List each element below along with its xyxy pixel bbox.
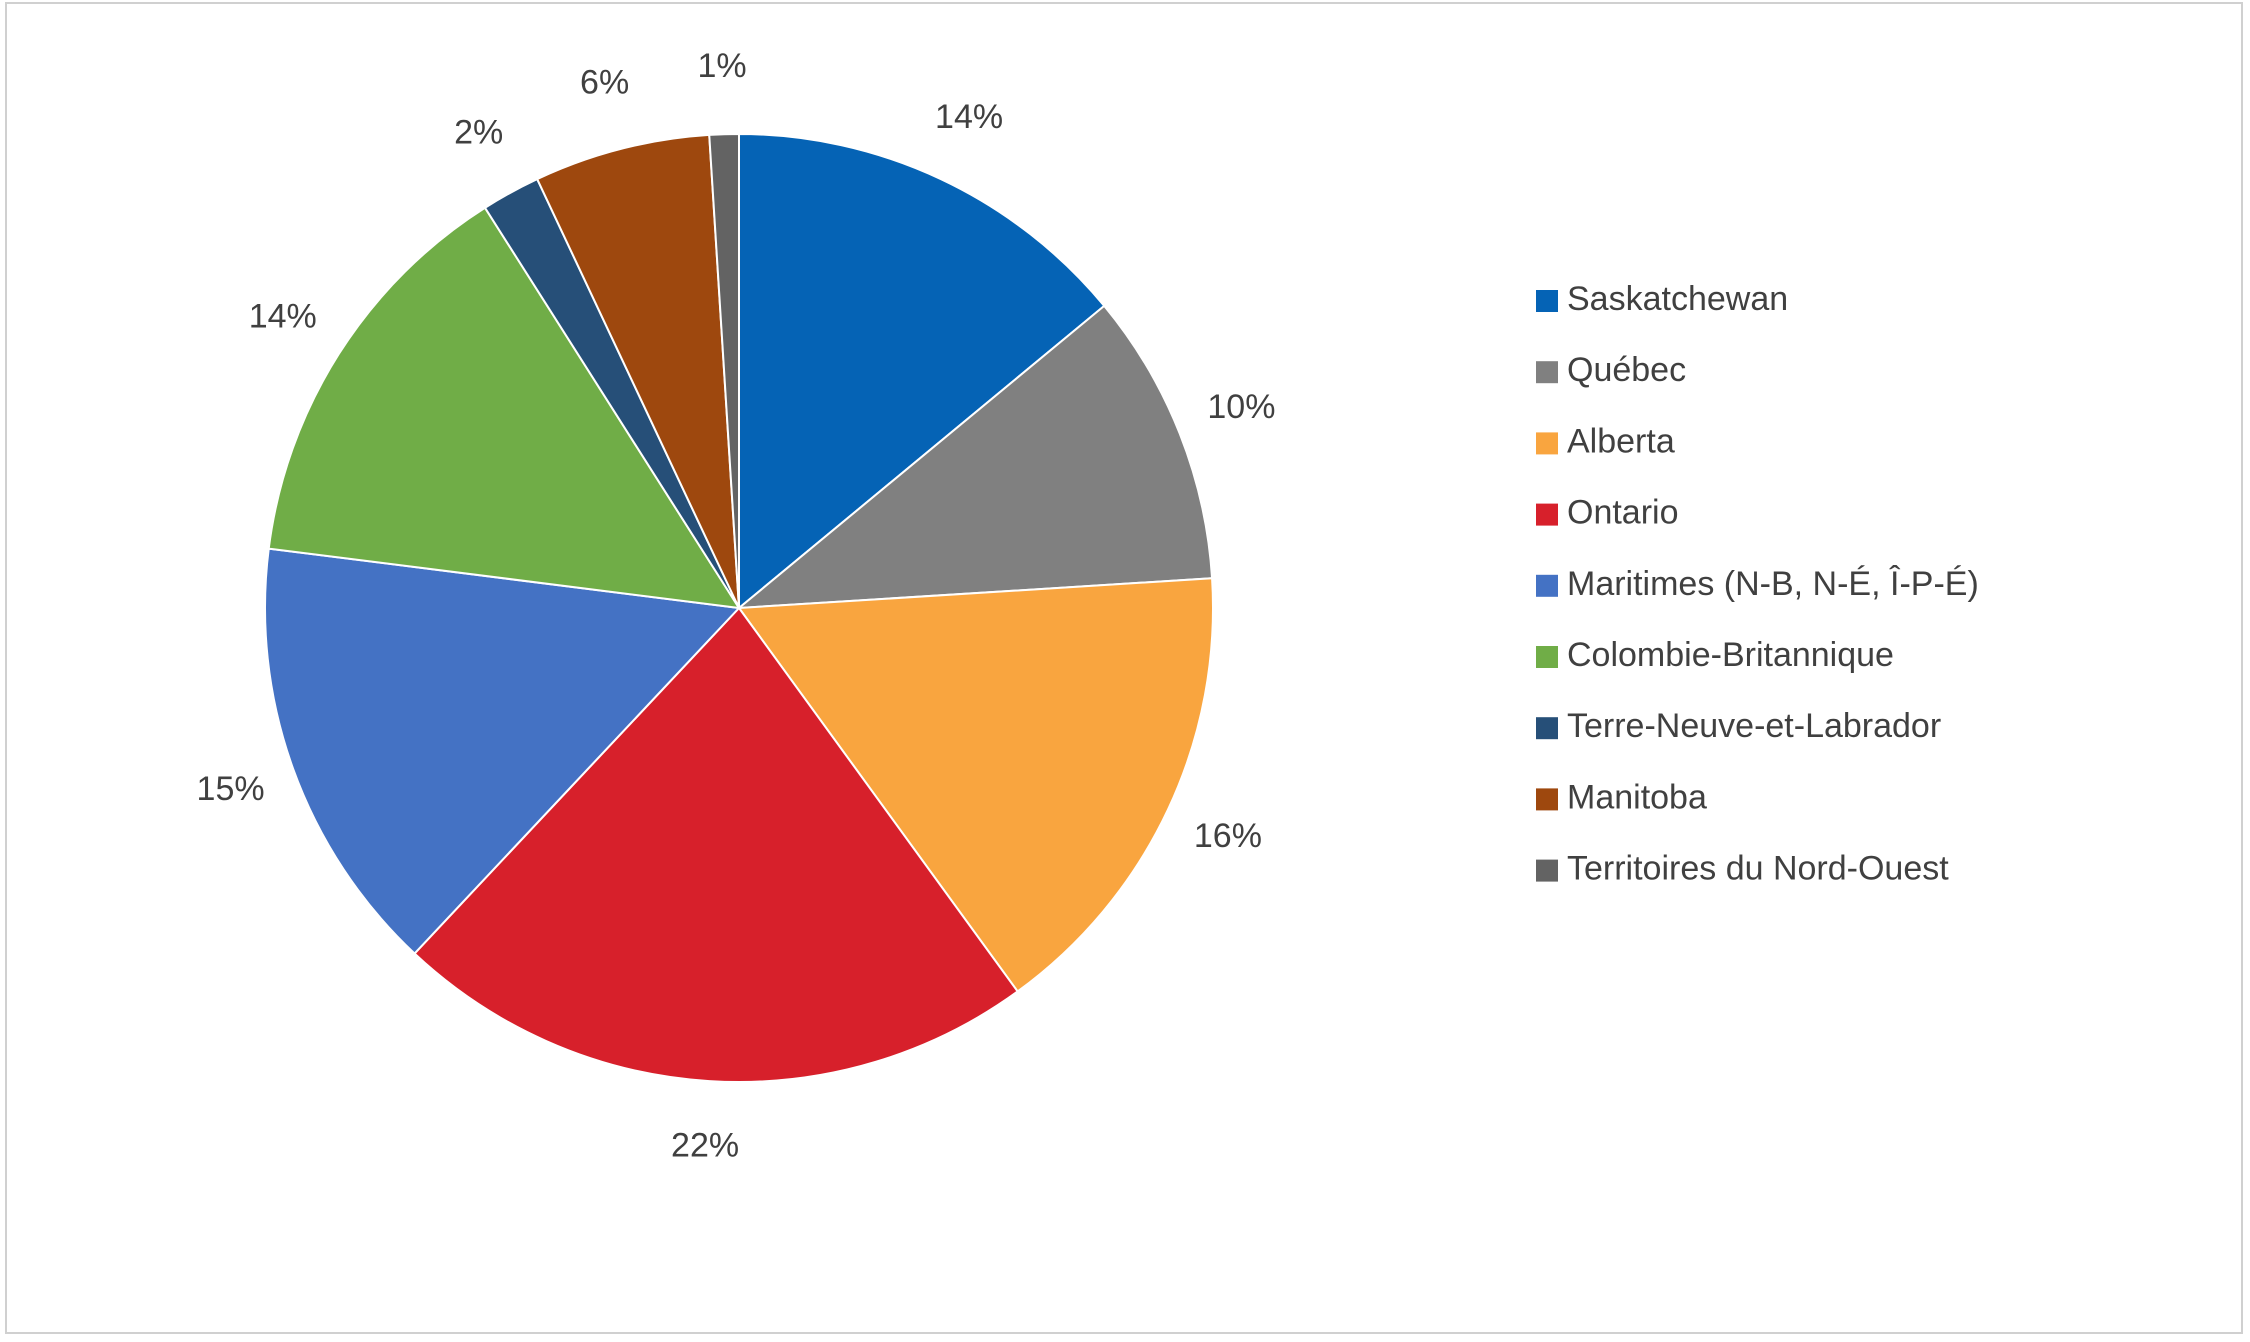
legend-label: Maritimes (N-B, N-É, Î-P-É) [1567, 565, 1979, 603]
data-label: 14% [935, 98, 1003, 136]
pie-slice [267, 206, 741, 610]
legend-swatch [1536, 503, 1558, 526]
legend-swatch [1536, 361, 1558, 384]
pie-slice [737, 577, 1214, 993]
legend-label: Alberta [1567, 422, 1675, 460]
pie-slice [708, 132, 740, 609]
data-label: 2% [454, 113, 503, 151]
data-label: 6% [580, 64, 629, 102]
legend-label: Ontario [1567, 494, 1679, 532]
legend-label: Manitoba [1567, 778, 1707, 816]
legend-label: Colombie-Britannique [1567, 636, 1894, 674]
legend-label: Territoires du Nord-Ouest [1567, 850, 1949, 888]
pie-slice [413, 606, 1020, 1083]
legend-swatch [1536, 859, 1558, 882]
legend-swatch [1536, 574, 1558, 597]
data-label: 1% [697, 47, 746, 85]
data-label: 14% [249, 297, 317, 335]
data-label: 22% [671, 1126, 739, 1164]
pie-slice [264, 547, 742, 955]
pie-slice [738, 132, 1106, 611]
data-label: 16% [1194, 817, 1262, 855]
legend-label: Terre-Neuve-et-Labrador [1567, 707, 1941, 745]
pie-slice [535, 133, 740, 609]
pie-slice [735, 304, 1214, 610]
legend-swatch [1536, 432, 1558, 455]
legend-swatch [1536, 290, 1558, 312]
legend-swatch [1536, 717, 1558, 740]
data-label: 10% [1207, 388, 1275, 426]
legend-swatch [1536, 788, 1558, 811]
legend-swatch [1536, 646, 1558, 668]
legend-label: Québec [1567, 351, 1686, 389]
data-label: 15% [197, 770, 265, 808]
legend-label: Saskatchewan [1567, 280, 1788, 318]
